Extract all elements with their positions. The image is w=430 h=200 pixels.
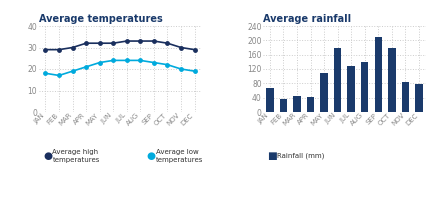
Text: ■: ■ xyxy=(267,151,277,161)
Bar xyxy=(415,84,423,112)
Bar xyxy=(375,37,382,112)
Bar xyxy=(293,96,301,112)
Bar xyxy=(347,66,355,112)
Bar xyxy=(280,99,287,112)
Text: Average high
temperatures: Average high temperatures xyxy=(52,149,100,163)
Bar xyxy=(307,97,314,112)
Text: Average temperatures: Average temperatures xyxy=(39,14,163,24)
Bar xyxy=(320,73,328,112)
Text: ●: ● xyxy=(43,151,52,161)
Bar xyxy=(402,82,409,112)
Text: ●: ● xyxy=(146,151,155,161)
Text: Average rainfall: Average rainfall xyxy=(263,14,351,24)
Bar xyxy=(388,48,396,112)
Text: Rainfall (mm): Rainfall (mm) xyxy=(277,153,324,159)
Bar xyxy=(266,88,273,112)
Text: Average low
temperatures: Average low temperatures xyxy=(156,149,203,163)
Bar xyxy=(361,62,369,112)
Bar xyxy=(334,47,341,112)
